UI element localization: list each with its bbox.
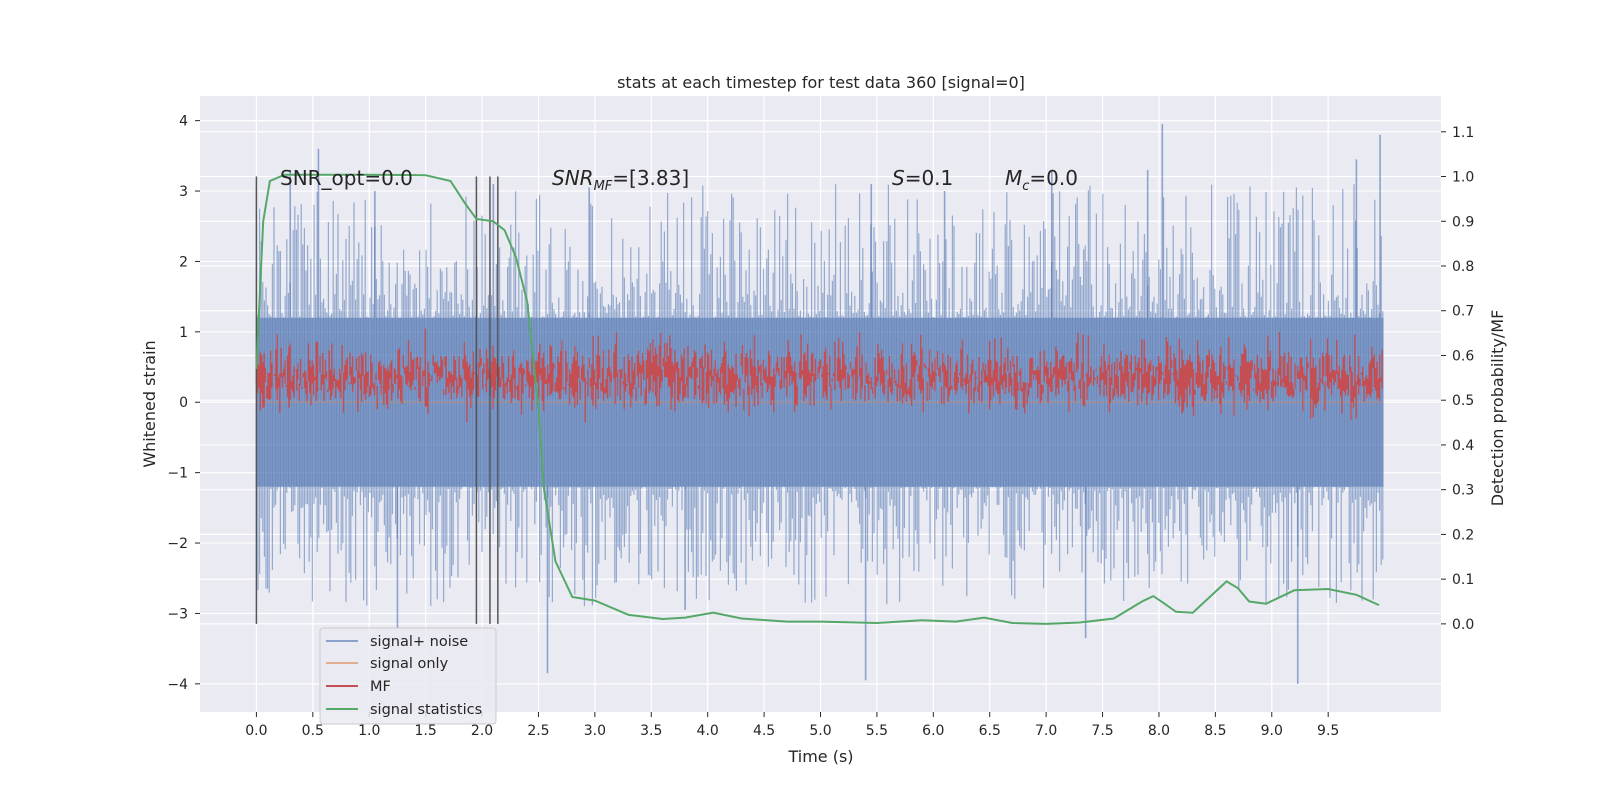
annotation-s: S=0.1: [892, 166, 953, 190]
marker-lines: [255, 176, 499, 624]
annotation-snr-opt: SNR_opt=0.0: [280, 166, 413, 190]
x-tick-label: 5.0: [809, 723, 831, 739]
legend-label-signal-statistics: signal statistics: [370, 702, 482, 718]
x-tick-label: 8.5: [1204, 723, 1226, 739]
annotation-snr-mf-sub: MF: [594, 179, 613, 194]
right-y-tick-label: 0.6: [1452, 348, 1474, 364]
signal-statistics-series: [255, 173, 1380, 625]
annotation-s-label: S: [892, 166, 905, 190]
x-tick-label: 9.5: [1317, 723, 1339, 739]
x-tick-label: 5.5: [866, 723, 888, 739]
x-tick-label: 0.5: [302, 723, 324, 739]
annotation-snr-mf: SNRMF=[3.83]: [552, 166, 689, 194]
left-y-axis-ticks: 4 3 2 1 0 −1 −2 −3 −4: [167, 114, 200, 693]
x-axis-ticks: 0.0 0.5 1.0 1.5 2.0 2.5 3.0 3.5 4.0 4.5 5.0 5.5 6.0 6…: [245, 712, 1339, 739]
signal-statistics-line: [255, 173, 1380, 625]
annotation-mc-label: M: [1005, 166, 1022, 190]
right-y-tick-label: 0.2: [1452, 527, 1474, 543]
right-y-tick-label: 0.9: [1452, 214, 1474, 230]
x-tick-label: 9.0: [1261, 723, 1283, 739]
right-y-tick-label: 0.8: [1452, 259, 1474, 275]
x-tick-label: 2.0: [471, 723, 493, 739]
left-y-tick-label: 2: [179, 254, 188, 270]
legend-label-signal-noise: signal+ noise: [370, 634, 468, 650]
annotation-snr-mf-label: SNR: [552, 166, 594, 190]
x-tick-label: 6.0: [922, 723, 944, 739]
left-y-tick-label: 1: [179, 325, 188, 341]
annotation-snr-mf-value: =[3.83]: [612, 166, 689, 190]
right-y-axis-ticks: 1.1 1.0 0.9 0.8 0.7 0.6 0.5 0.4 0.3 0.2 0.1 0.0: [1441, 125, 1474, 633]
left-y-tick-label: −3: [167, 606, 188, 622]
x-tick-label: 8.0: [1148, 723, 1170, 739]
x-tick-label: 0.0: [245, 723, 267, 739]
x-tick-label: 3.0: [584, 723, 606, 739]
right-y-tick-label: 0.7: [1452, 304, 1474, 320]
x-tick-label: 1.5: [415, 723, 437, 739]
x-tick-label: 7.5: [1091, 723, 1113, 739]
right-y-tick-label: 0.3: [1452, 483, 1474, 499]
x-tick-label: 3.5: [640, 723, 662, 739]
right-y-axis-label: Detection probability/MF: [1488, 310, 1507, 507]
annotation-mc: Mc=0.0: [1005, 166, 1078, 194]
chart-title: stats at each timestep for test data 360…: [617, 73, 1025, 92]
right-y-tick-label: 0.0: [1452, 617, 1474, 633]
annotation-mc-sub: c: [1022, 179, 1029, 194]
x-tick-label: 7.0: [1035, 723, 1057, 739]
left-y-tick-label: 4: [179, 114, 188, 130]
x-tick-label: 1.0: [358, 723, 380, 739]
left-y-tick-label: −1: [167, 466, 188, 482]
legend-label-signal-only: signal only: [370, 656, 449, 672]
right-y-tick-label: 0.1: [1452, 572, 1474, 588]
signal-noise-series: [255, 124, 1384, 684]
left-y-tick-label: 3: [179, 184, 188, 200]
left-y-tick-label: −2: [167, 536, 188, 552]
right-y-tick-label: 0.4: [1452, 438, 1474, 454]
left-y-tick-label: −4: [167, 677, 188, 693]
x-tick-label: 6.5: [979, 723, 1001, 739]
legend-label-mf: MF: [370, 679, 391, 695]
legend-box: [319, 627, 497, 725]
right-y-tick-label: 0.5: [1452, 393, 1474, 409]
x-tick-label: 2.5: [527, 723, 549, 739]
left-y-tick-label: 0: [179, 395, 188, 411]
left-y-axis-label: Whitened strain: [140, 340, 159, 467]
annotation-s-value: =0.1: [905, 166, 954, 190]
x-tick-label: 4.5: [753, 723, 775, 739]
right-y-tick-label: 1.0: [1452, 170, 1474, 186]
right-y-tick-label: 1.1: [1452, 125, 1474, 141]
annotation-mc-value: =0.0: [1029, 166, 1078, 190]
legend: signal+ noise signal only MF signal stat…: [319, 627, 497, 725]
x-tick-label: 4.0: [697, 723, 719, 739]
x-axis-label: Time (s): [787, 747, 853, 766]
